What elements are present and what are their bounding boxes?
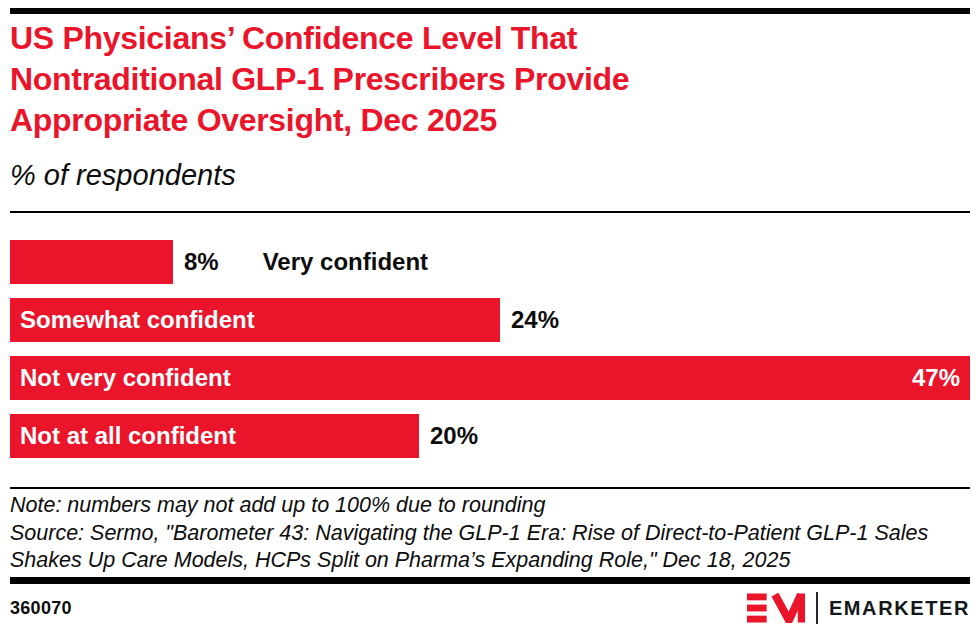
bar-value: 8% [184, 248, 219, 276]
chart-title-line-3: Appropriate Oversight, Dec 2025 [10, 100, 970, 141]
bar-value: 24% [511, 306, 559, 334]
chart-page: US Physicians’ Confidence Level That Non… [0, 0, 980, 634]
notes-divider [10, 487, 970, 489]
bar [10, 240, 173, 284]
bar-label: Not very confident [20, 364, 231, 392]
source-text: Source: Sermo, "Barometer 43: Navigating… [10, 520, 970, 575]
bar-row-2: Somewhat confident 24% [10, 298, 970, 342]
bar-value: 47% [912, 364, 960, 392]
logo-divider [816, 592, 818, 624]
brand-name: EMARKETER [829, 597, 970, 620]
header-divider [10, 211, 970, 213]
bar-label: Not at all confident [20, 422, 236, 450]
bar-row-3: Not very confident 47% [10, 356, 970, 400]
chart-id: 360070 [10, 598, 72, 619]
chart-notes: Note: numbers may not add up to 100% due… [10, 492, 970, 575]
footer-bar: 360070 EMARKETER [10, 589, 970, 627]
bar-label: Very confident [263, 248, 428, 276]
note-text: Note: numbers may not add up to 100% due… [10, 492, 970, 520]
em-monogram-icon [747, 593, 805, 623]
bar: Somewhat confident [10, 298, 500, 342]
chart-subtitle: % of respondents [10, 157, 970, 193]
bar-chart: 8% Very confident Somewhat confident 24% Not… [10, 240, 970, 472]
footer-rule [10, 577, 970, 584]
bar: Not very confident 47% [10, 356, 970, 400]
bar-value: 20% [430, 422, 478, 450]
bar: Not at all confident [10, 414, 419, 458]
top-rule [10, 8, 970, 14]
chart-title-line-2: Nontraditional GLP-1 Prescribers Provide [10, 59, 970, 100]
emarketer-logo: EMARKETER [747, 592, 970, 624]
bar-label: Somewhat confident [20, 306, 255, 334]
chart-title: US Physicians’ Confidence Level That Non… [10, 18, 970, 141]
bar-row-4: Not at all confident 20% [10, 414, 970, 458]
chart-title-line-1: US Physicians’ Confidence Level That [10, 18, 970, 59]
bar-row-1: 8% Very confident [10, 240, 970, 284]
